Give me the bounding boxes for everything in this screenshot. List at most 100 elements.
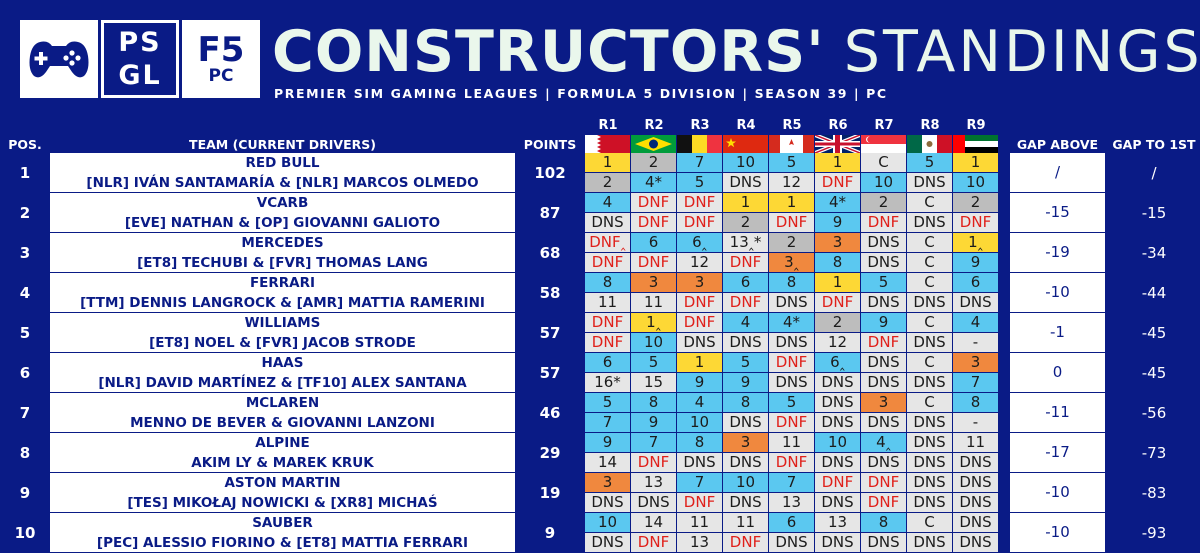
result-cell: DNF <box>631 533 676 552</box>
result-cell: 10 <box>723 473 768 492</box>
result-cell: DNS <box>907 533 952 552</box>
result-cell: 8 <box>953 393 998 412</box>
team-points: 46 <box>539 404 561 422</box>
position-number: 10 <box>14 524 36 542</box>
result-cell: 5 <box>723 353 768 372</box>
result-cell: 3‸ <box>769 253 814 272</box>
result-cell: 8 <box>723 393 768 412</box>
result-cell: DNS <box>723 453 768 472</box>
result-cell: 13 <box>631 473 676 492</box>
result-cell: 7 <box>585 413 630 432</box>
result-cell: DNS <box>861 233 906 252</box>
result-cell: DNS <box>953 293 998 312</box>
result-cell: 5 <box>631 353 676 372</box>
result-cell: 2 <box>723 213 768 232</box>
result-cell: 3 <box>861 393 906 412</box>
result-cell: 4 <box>585 193 630 212</box>
gap-above-value: -1 <box>1010 313 1105 352</box>
result-cell: 2 <box>585 173 630 192</box>
result-cell: DNS <box>861 373 906 392</box>
result-cell: 8 <box>861 513 906 532</box>
result-cell: 4* <box>769 313 814 332</box>
result-cell: 1 <box>769 193 814 212</box>
result-cell: DNF <box>723 253 768 272</box>
team-drivers: [TES] MIKOŁAJ NOWICKI & [XR8] MICHAŚ <box>127 495 438 511</box>
team-cell: RED BULL [NLR] IVÁN SANTAMARÍA & [NLR] MA… <box>50 153 515 192</box>
title-thin: STANDINGS <box>843 19 1200 85</box>
result-cell: 14 <box>585 453 630 472</box>
result-cell: DNS <box>953 513 998 532</box>
belgium-flag <box>677 135 722 153</box>
result-cell: DNF <box>769 353 814 372</box>
team-drivers: [TTM] DENNIS LANGROCK & [AMR] MATTIA RAM… <box>80 295 485 311</box>
result-cell: DNF <box>861 493 906 512</box>
result-cell: DNS <box>907 213 952 232</box>
result-cell: 2 <box>769 233 814 252</box>
result-cell: - <box>953 333 998 352</box>
result-cell: 3 <box>631 273 676 292</box>
result-cell: 10 <box>631 333 676 352</box>
round-label-2: R2 <box>644 118 664 133</box>
result-cell: DNS <box>815 373 860 392</box>
result-cell: 2 <box>815 313 860 332</box>
result-cell: DNF <box>723 533 768 552</box>
result-cell: DNF <box>677 313 722 332</box>
result-cell: DNS <box>723 173 768 192</box>
gap-above-value: -15 <box>1010 193 1105 232</box>
position-number: 5 <box>19 324 31 342</box>
result-cell: 6 <box>723 273 768 292</box>
result-cell: 3 <box>953 353 998 372</box>
team-cell: ASTON MARTIN [TES] MIKOŁAJ NOWICKI & [XR8… <box>50 473 515 512</box>
round-label-6: R6 <box>828 118 848 133</box>
position-number: 1 <box>19 164 31 182</box>
team-cell: MCLAREN MENNO DE BEVER & GIOVANNI LANZONI <box>50 393 515 432</box>
result-cell: C <box>907 253 952 272</box>
gap-first-value: -34 <box>1141 244 1167 262</box>
result-cell: 6 <box>585 353 630 372</box>
result-cell: 10 <box>677 413 722 432</box>
result-cell: DNF <box>631 213 676 232</box>
result-cell: DNF <box>723 293 768 312</box>
result-cell: 6 <box>631 233 676 252</box>
team-name: VCARB <box>256 195 309 211</box>
result-cell: DNS <box>677 333 722 352</box>
result-cell: 11 <box>631 293 676 312</box>
subtitle: PREMIER SIM GAMING LEAGUES | FORMULA 5 D… <box>274 86 888 101</box>
gap-first-value: -73 <box>1141 444 1167 462</box>
result-cell: DNS <box>769 333 814 352</box>
result-cell: 13 <box>677 533 722 552</box>
result-cell: DNS <box>677 453 722 472</box>
result-cell: 11 <box>723 513 768 532</box>
result-cell: 2 <box>631 153 676 172</box>
gap-above-header: GAP ABOVE <box>1016 137 1099 152</box>
result-cell: 1 <box>723 193 768 212</box>
result-cell: DNS <box>815 533 860 552</box>
brazil-flag <box>631 135 676 153</box>
team-name: MCLAREN <box>245 395 320 411</box>
team-name: SAUBER <box>252 515 313 531</box>
result-cell: C <box>907 353 952 372</box>
result-cell: C <box>907 273 952 292</box>
round-label-9: R9 <box>966 118 986 133</box>
result-cell: DNF <box>677 213 722 232</box>
result-cell: 1‸ <box>953 233 998 252</box>
team-cell: SAUBER [PEC] ALESSIO FIORINO & [ET8] MATT… <box>50 513 515 552</box>
result-cell: 6‸ <box>677 233 722 252</box>
team-header: TEAM (CURRENT DRIVERS) <box>189 137 376 152</box>
result-cell: DNF <box>677 193 722 212</box>
result-cell: 9 <box>815 213 860 232</box>
result-cell: DNS <box>907 333 952 352</box>
result-cell: 5 <box>677 173 722 192</box>
result-cell: 1 <box>815 273 860 292</box>
team-points: 57 <box>539 324 561 342</box>
result-cell: DNS <box>907 173 952 192</box>
team-points: 68 <box>539 244 561 262</box>
round-label-3: R3 <box>690 118 710 133</box>
result-cell: 8 <box>769 273 814 292</box>
result-cell: DNF <box>677 293 722 312</box>
result-cell: DNS <box>585 213 630 232</box>
result-cell: 9 <box>631 413 676 432</box>
result-cell: 5 <box>585 393 630 412</box>
points-header: POINTS <box>523 137 577 152</box>
result-cell: 6‸ <box>815 353 860 372</box>
